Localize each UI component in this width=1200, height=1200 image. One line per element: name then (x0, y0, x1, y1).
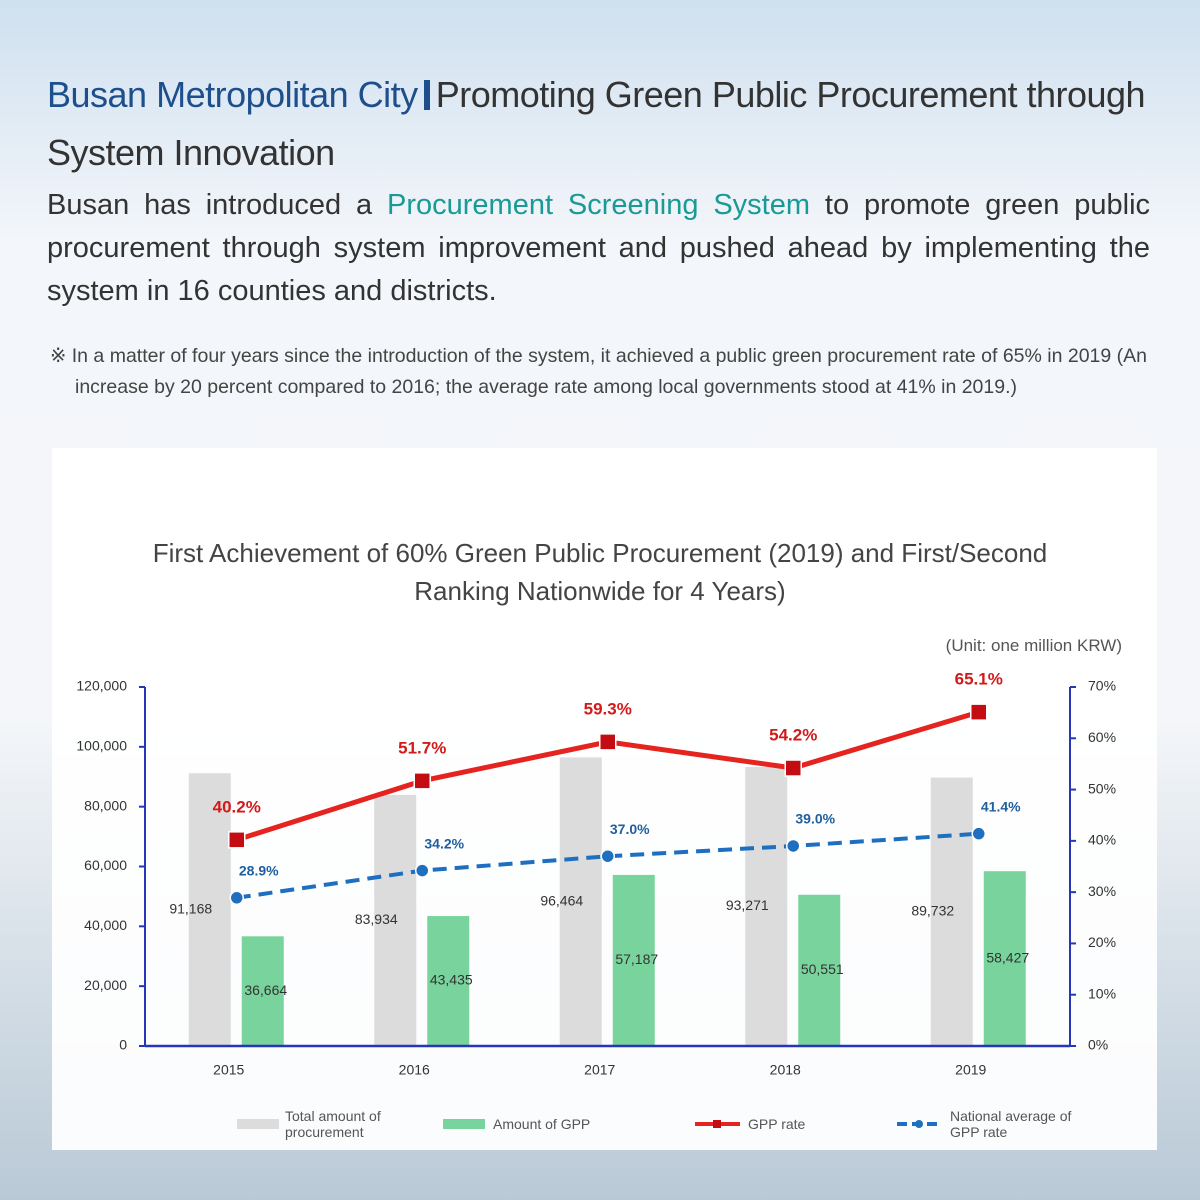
x-tick-label: 2016 (399, 1062, 430, 1078)
legend-label: Total amount of procurement (285, 1108, 381, 1140)
point (413, 772, 431, 790)
point (786, 838, 801, 854)
y2-tick-label: 10% (1088, 985, 1116, 1001)
bar-value-label: 43,435 (430, 972, 473, 988)
bar-value-label: 58,427 (986, 949, 1029, 965)
x-tick-label: 2017 (584, 1062, 615, 1078)
separator (423, 80, 430, 110)
line (235, 709, 980, 843)
bar-value-label: 83,934 (355, 911, 398, 927)
y-tick-label: 0 (119, 1037, 127, 1053)
title-rest: Promoting Green Public Procurement throu… (47, 74, 1146, 173)
body-highlight: Procurement Screening System (387, 189, 811, 221)
y2-tick-label: 0% (1088, 1037, 1108, 1053)
line-value-label: 65.1% (955, 670, 1003, 689)
x-tick-label: 2015 (213, 1062, 244, 1078)
line-value-label: 34.2% (424, 835, 464, 851)
y-tick-label: 100,000 (76, 738, 127, 754)
bar-value-label: 89,732 (911, 902, 954, 918)
bar-value-label: 36,664 (244, 982, 287, 998)
point (600, 848, 615, 864)
y-tick-label: 60,000 (84, 857, 127, 873)
bar (427, 916, 470, 1046)
line-value-label: 40.2% (213, 797, 261, 816)
line-value-label: 51.7% (398, 738, 446, 757)
bar-value-label: 57,187 (615, 951, 658, 967)
point (228, 831, 246, 849)
y2-tick-label: 30% (1088, 883, 1116, 899)
y-tick-label: 120,000 (76, 678, 127, 694)
bar (241, 936, 284, 1046)
line (236, 831, 979, 900)
point (971, 826, 986, 841)
bar-value-label: 50,551 (801, 961, 844, 977)
bar (798, 894, 841, 1046)
point (415, 863, 430, 878)
y2-tick-label: 40% (1088, 832, 1116, 848)
line-value-label: 37.0% (610, 821, 650, 837)
y2-tick-label: 60% (1088, 729, 1116, 745)
legend-marker (915, 1120, 923, 1128)
x-tick-label: 2018 (770, 1062, 801, 1078)
legend-swatch (443, 1119, 485, 1129)
legend-label: Amount of GPP (493, 1116, 591, 1132)
bar-value-label: 91,168 (169, 900, 212, 916)
bar (930, 777, 973, 1046)
body-text: Busan has introduced a Procurement Scree… (47, 184, 1150, 313)
chart-card (52, 448, 1157, 1150)
title: Busan Metropolitan City Promoting Green P… (47, 66, 1167, 182)
legend-label: GPP rate (748, 1116, 806, 1132)
bar (612, 874, 655, 1046)
line-value-label: 59.3% (584, 699, 632, 718)
line-value-label: 28.9% (239, 862, 279, 878)
line-value-label: 39.0% (795, 811, 835, 827)
legend-swatch (237, 1119, 279, 1129)
point (599, 733, 617, 751)
x-tick-label: 2019 (955, 1062, 986, 1078)
point (229, 890, 244, 906)
chart-title: First Achievement of 60% Green Public Pr… (152, 538, 1048, 606)
body-end: to promote green public procurement thro… (47, 189, 1151, 307)
bar (374, 794, 417, 1046)
point (784, 759, 802, 777)
y2-tick-label: 20% (1088, 934, 1116, 950)
unit-label: (Unit: one million KRW) (945, 636, 1122, 655)
legend-label: National average of GPP rate (950, 1108, 1072, 1140)
title-org: Busan Metropolitan City (47, 74, 418, 115)
y2-tick-label: 70% (1088, 678, 1116, 694)
line-value-label: 41.4% (981, 798, 1021, 814)
bar (745, 766, 788, 1046)
y-tick-label: 20,000 (84, 977, 127, 993)
body-start: Busan has introduced a (47, 189, 373, 221)
bar-value-label: 96,464 (540, 892, 583, 908)
note: ※ In a matter of four years since the in… (50, 345, 1148, 398)
bar (983, 871, 1026, 1046)
bar-value-label: 93,271 (726, 897, 769, 913)
legend-marker (713, 1120, 721, 1128)
bar (188, 773, 231, 1046)
bar (559, 757, 602, 1046)
line-value-label: 54.2% (769, 726, 817, 745)
y2-tick-label: 50% (1088, 780, 1116, 796)
y-tick-label: 40,000 (84, 917, 127, 933)
point (970, 703, 988, 721)
y-tick-label: 80,000 (84, 797, 127, 813)
